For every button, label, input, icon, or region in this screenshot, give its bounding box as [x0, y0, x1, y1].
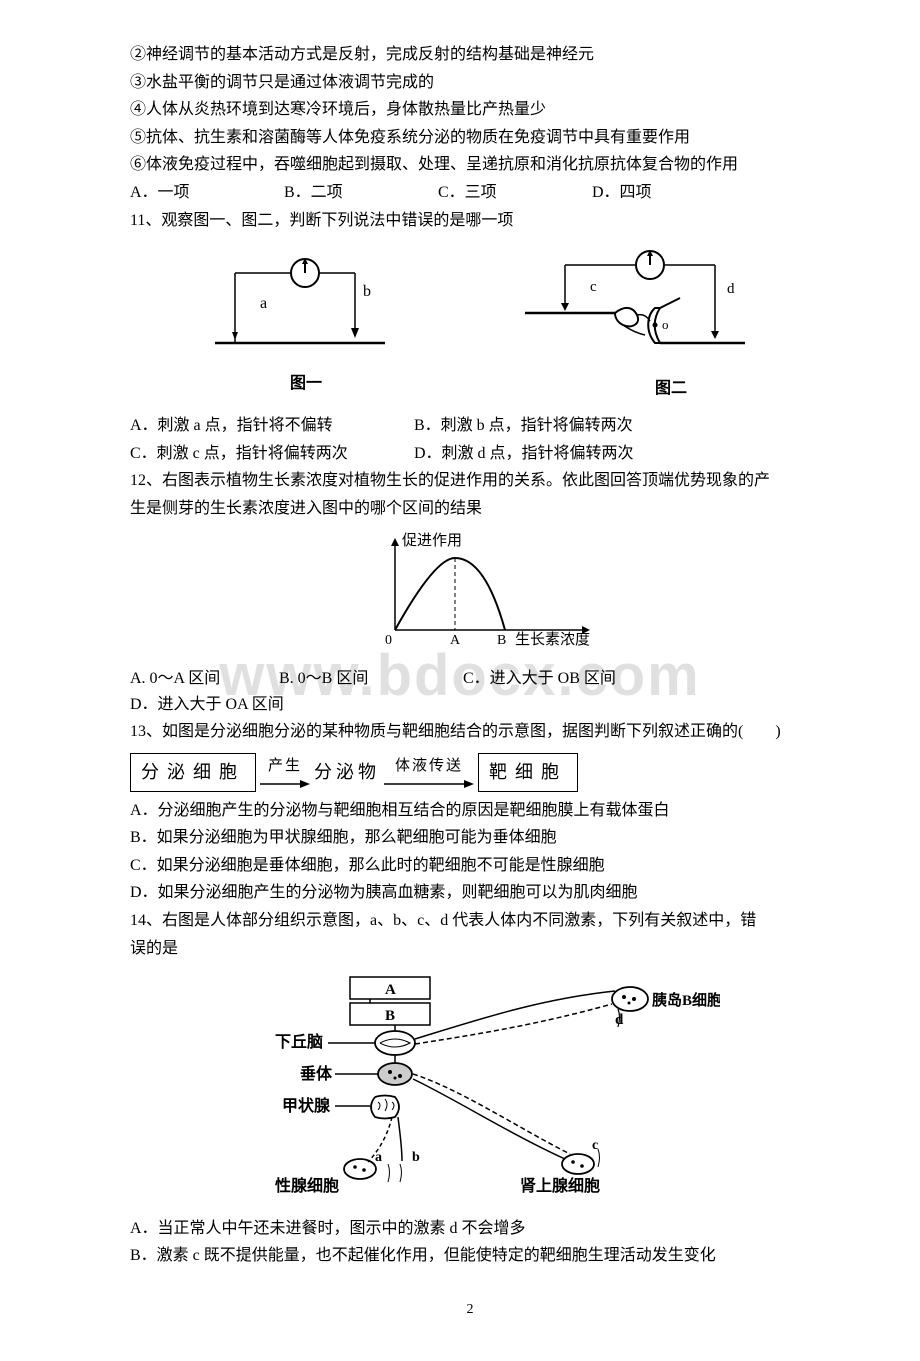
q14-label-hypothalamus: 下丘脑 — [275, 1032, 323, 1051]
statement-5: ⑤抗体、抗生素和溶菌酶等人体免疫系统分泌的物质在免疫调节中具有重要作用 — [130, 125, 810, 151]
q13-option-b: B．如果分泌细胞为甲状腺细胞，那么靶细胞可能为垂体细胞 — [130, 825, 810, 851]
q13-option-d: D．如果分泌细胞产生的分泌物为胰高血糖素，则靶细胞可以为肌肉细胞 — [130, 880, 810, 906]
page-content: ②神经调节的基本活动方式是反射，完成反射的结构基础是神经元 ③水盐平衡的调节只是… — [130, 42, 810, 1321]
q12-point-b: B — [497, 633, 506, 648]
q13-option-a: A．分泌细胞产生的分泌物与靶细胞相互结合的原因是靶细胞膜上有载体蛋白 — [130, 798, 810, 824]
q11-fig1-caption: 图一 — [290, 374, 322, 392]
q12-stem-1: 12、右图表示植物生长素浓度对植物生长的促进作用的关系。依此图回答顶端优势现象的… — [130, 468, 810, 494]
q12-point-a: A — [450, 633, 461, 648]
q10-option-d: D．四项 — [592, 180, 652, 206]
statement-3: ③水盐平衡的调节只是通过体液调节完成的 — [130, 70, 810, 96]
q13-stem: 13、如图是分泌细胞分泌的某种物质与靶细胞结合的示意图，据图判断下列叙述正确的(… — [130, 719, 810, 745]
q13-option-c: C．如果分泌细胞是垂体细胞，那么此时的靶细胞不可能是性腺细胞 — [130, 853, 810, 879]
statement-6: ⑥体液免疫过程中，吞噬细胞起到摄取、处理、呈递抗原和消化抗原抗体复合物的作用 — [130, 152, 810, 178]
q10-options: A．一项 B．二项 C．三项 D．四项 — [130, 180, 810, 206]
q13-flow-diagram: 分泌细胞 产生 分泌物 体液传送 靶细胞 — [130, 753, 578, 792]
arrow-icon — [260, 778, 310, 790]
q13-arrow2-label: 体液传送 — [395, 754, 463, 778]
q14-option-b: B．激素 c 既不提供能量，也不起催化作用，但能使特定的靶细胞生理活动发生变化 — [130, 1243, 810, 1269]
q10-option-b: B．二项 — [284, 180, 434, 206]
q12-option-a: A. 0～A 区间 — [130, 666, 275, 692]
q14-label-pituitary: 垂体 — [300, 1064, 333, 1083]
q10-option-c: C．三项 — [438, 180, 588, 206]
q14-label-adrenal: 肾上腺细胞 — [520, 1176, 600, 1195]
statement-2: ②神经调节的基本活动方式是反射，完成反射的结构基础是神经元 — [130, 42, 810, 68]
q11-options-row1: A．刺激 a 点，指针将不偏转 B．刺激 b 点，指针将偏转两次 — [130, 413, 810, 439]
q14-stem-2: 误的是 — [130, 936, 810, 962]
q14-label-B: B — [385, 1008, 395, 1024]
q14-label-b: b — [412, 1150, 420, 1165]
q14-label-A: A — [385, 982, 396, 998]
q13-box-secretory-cell: 分泌细胞 — [130, 753, 256, 792]
q11-label-d: d — [727, 281, 735, 297]
q12-options: A. 0～A 区间 B. 0～B 区间 C．进入大于 OB 区间 D．进入大于 … — [130, 666, 810, 717]
q14-label-a: a — [375, 1150, 382, 1165]
q14-figure: A B 下丘脑 垂体 甲状腺 — [130, 969, 810, 1208]
q11-option-b: B．刺激 b 点，指针将偏转两次 — [414, 413, 633, 439]
q12-option-d: D．进入大于 OA 区间 — [130, 692, 284, 718]
q13-arrow1-label: 产生 — [268, 754, 302, 778]
statement-4: ④人体从炎热环境到达寒冷环境后，身体散热量比产热量少 — [130, 97, 810, 123]
q11-option-a: A．刺激 a 点，指针将不偏转 — [130, 413, 410, 439]
q11-stem: 11、观察图一、图二，判断下列说法中错误的是哪一项 — [130, 208, 810, 234]
q11-label-a: a — [260, 295, 267, 312]
q13-box-target-cell: 靶细胞 — [478, 753, 578, 792]
q14-stem-1: 14、右图是人体部分组织示意图，a、b、c、d 代表人体内不同激素，下列有关叙述… — [130, 908, 810, 934]
q11-options-row2: C．刺激 c 点，指针将偏转两次 D．刺激 d 点，指针将偏转两次 — [130, 441, 810, 467]
q12-ylabel: 促进作用 — [402, 532, 462, 549]
q12-option-c: C．进入大于 OB 区间 — [463, 666, 663, 692]
arrow-icon — [384, 778, 474, 790]
q12-option-b: B. 0～B 区间 — [279, 666, 459, 692]
q11-label-o: o — [662, 317, 669, 332]
q14-label-thyroid: 甲状腺 — [282, 1096, 331, 1115]
q10-option-a: A．一项 — [130, 180, 280, 206]
page-number: 2 — [130, 1299, 810, 1321]
q11-figure-1: a b 图一 — [185, 248, 395, 398]
q14-label-gonad: 性腺细胞 — [275, 1176, 339, 1195]
q11-figures: a b 图一 c — [130, 243, 810, 403]
q14-label-islet: 胰岛B细胞 — [652, 991, 720, 1009]
q11-figure-2: c d o 图二 — [505, 243, 755, 403]
q11-fig2-caption: 图二 — [655, 379, 687, 397]
q11-label-b: b — [363, 283, 371, 300]
q12-figure: 促进作用 生长素浓度 0 A B — [130, 530, 810, 659]
q14-label-c: c — [592, 1138, 598, 1153]
q14-option-a: A．当正常人中午还未进餐时，图示中的激素 d 不会增多 — [130, 1216, 810, 1242]
q13-mid-text: 分泌物 — [314, 758, 380, 787]
q11-option-c: C．刺激 c 点，指针将偏转两次 — [130, 441, 410, 467]
q12-origin: 0 — [385, 633, 392, 648]
q11-label-c: c — [590, 279, 597, 295]
q12-stem-2: 生是侧芽的生长素浓度进入图中的哪个区间的结果 — [130, 496, 810, 522]
q12-xlabel: 生长素浓度 — [515, 631, 590, 648]
q11-option-d: D．刺激 d 点，指针将偏转两次 — [414, 441, 634, 467]
